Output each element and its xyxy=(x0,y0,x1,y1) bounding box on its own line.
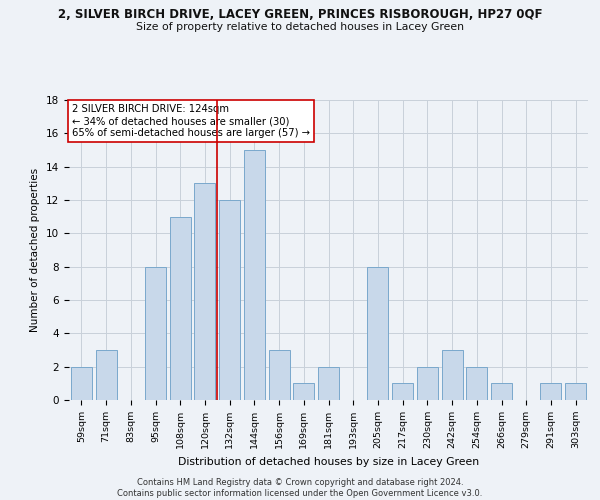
Bar xyxy=(442,350,463,400)
Bar xyxy=(145,266,166,400)
Bar xyxy=(170,216,191,400)
Text: 2, SILVER BIRCH DRIVE, LACEY GREEN, PRINCES RISBOROUGH, HP27 0QF: 2, SILVER BIRCH DRIVE, LACEY GREEN, PRIN… xyxy=(58,8,542,20)
Text: Contains HM Land Registry data © Crown copyright and database right 2024.
Contai: Contains HM Land Registry data © Crown c… xyxy=(118,478,482,498)
Bar xyxy=(491,384,512,400)
Bar xyxy=(269,350,290,400)
Bar xyxy=(541,384,562,400)
Bar xyxy=(367,266,388,400)
Bar xyxy=(244,150,265,400)
Bar xyxy=(293,384,314,400)
Y-axis label: Number of detached properties: Number of detached properties xyxy=(31,168,40,332)
Bar xyxy=(466,366,487,400)
Bar xyxy=(194,184,215,400)
X-axis label: Distribution of detached houses by size in Lacey Green: Distribution of detached houses by size … xyxy=(178,456,479,466)
Text: Size of property relative to detached houses in Lacey Green: Size of property relative to detached ho… xyxy=(136,22,464,32)
Bar xyxy=(392,384,413,400)
Bar xyxy=(417,366,438,400)
Bar xyxy=(318,366,339,400)
Text: 2 SILVER BIRCH DRIVE: 124sqm
← 34% of detached houses are smaller (30)
65% of se: 2 SILVER BIRCH DRIVE: 124sqm ← 34% of de… xyxy=(71,104,310,138)
Bar xyxy=(95,350,116,400)
Bar xyxy=(219,200,240,400)
Bar xyxy=(71,366,92,400)
Bar xyxy=(565,384,586,400)
